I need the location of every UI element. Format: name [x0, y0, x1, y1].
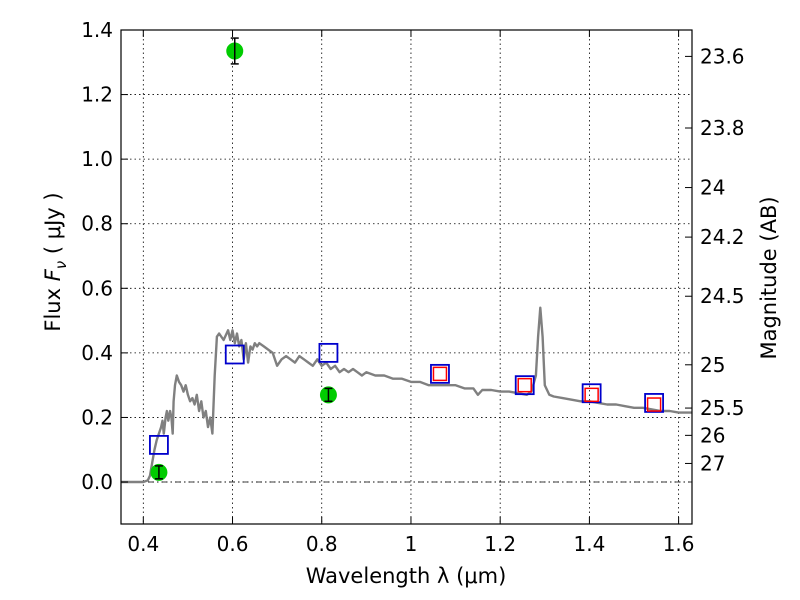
y2-tick-label: 24.5: [700, 284, 745, 308]
y2-tick-label: 25: [700, 353, 725, 377]
model-photometry-blue-square: [581, 383, 602, 404]
model-photometry-red-square: [517, 377, 532, 393]
y-tick-label: 0.8: [81, 212, 113, 236]
y-axis-label-symbol: F: [41, 268, 65, 281]
model-photometry-blue: [149, 342, 664, 455]
y-tick-label: 1.4: [81, 18, 113, 42]
x-axis-ticks: 0.4 0.6 0.8 1 1.2 1.4 1.6: [127, 30, 695, 556]
x-tick-label: 0.6: [217, 532, 249, 556]
y2-axis-label: Magnitude (AB): [757, 196, 781, 359]
y-tick-label: 0.2: [81, 405, 113, 429]
y2-axis-ticks: 23.6 23.8 24 24.2 24.5 25 25.5 26 27: [685, 44, 745, 475]
x-tick-label: 1.6: [663, 532, 695, 556]
x-tick-label: 0.8: [306, 532, 338, 556]
model-photometry-blue-square: [644, 393, 664, 413]
model-photometry-red-square: [432, 366, 448, 382]
y2-tick-label: 23.6: [700, 44, 745, 68]
y-tick-label: 0.0: [81, 470, 113, 494]
y-tick-label: 1.2: [81, 83, 113, 107]
y2-tick-label: 27: [700, 451, 725, 475]
y-axis-label-suffix: ( μJy ): [41, 192, 65, 260]
y2-tick-label: 26: [700, 423, 725, 447]
y-tick-label: 1.0: [81, 147, 113, 171]
x-axis-label: Wavelength λ (μm): [306, 564, 507, 588]
y-axis-label-prefix: Flux: [41, 281, 65, 331]
x-tick-label: 1: [405, 532, 418, 556]
model-photometry-red: [432, 366, 662, 412]
y-axis-label: Flux Fν ( μJy ): [41, 192, 70, 331]
y2-tick-label: 24.2: [700, 225, 745, 249]
observed-photometry: [150, 37, 337, 481]
grid: [121, 29, 692, 524]
y-tick-label: 0.4: [81, 341, 113, 365]
model-photometry-red-square: [646, 397, 662, 412]
y2-tick-label: 24: [700, 176, 725, 200]
plot-frame: [120, 29, 693, 525]
x-tick-label: 0.4: [127, 532, 159, 556]
model-spectrum-line: [121, 306, 692, 484]
x-tick-label: 1.4: [573, 532, 605, 556]
y2-tick-label: 23.8: [700, 116, 745, 140]
x-tick-label: 1.2: [484, 532, 516, 556]
y2-tick-label: 25.5: [700, 396, 745, 420]
model-photometry-blue-square: [430, 363, 450, 384]
y-axis-label-subscript: ν: [52, 261, 70, 269]
model-photometry-blue-square: [224, 344, 245, 365]
y-tick-label: 0.6: [81, 276, 113, 300]
model-photometry-blue-square: [318, 342, 339, 363]
y-axis-ticks: 0.0 0.2 0.4 0.6 0.8 1.0 1.2 1.4: [81, 18, 128, 494]
model-photometry-red-square: [584, 387, 599, 403]
model-photometry-blue-square: [149, 434, 169, 455]
model-photometry-blue-square: [514, 375, 535, 396]
